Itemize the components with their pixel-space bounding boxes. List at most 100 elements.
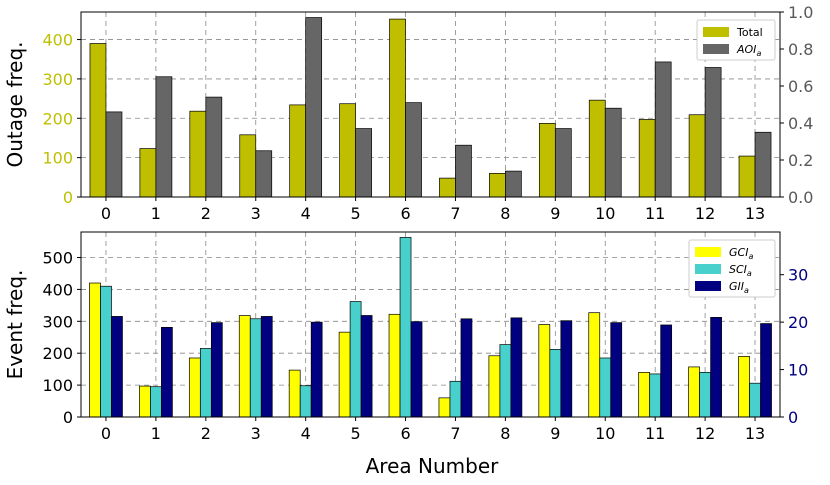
bar-sci-a	[549, 349, 562, 418]
bar-gci-a	[238, 315, 251, 418]
bar-gii-a	[111, 316, 123, 418]
x-tick-label: 9	[550, 424, 560, 443]
bar-gci-a	[638, 371, 651, 418]
legend-label: GCIa	[729, 246, 753, 261]
x-tick-label: 2	[201, 424, 211, 443]
bar-sci-a	[399, 237, 412, 418]
bar-gii-a	[260, 316, 273, 418]
bar-gii-a	[510, 317, 523, 418]
bar-gii-a	[710, 317, 722, 418]
bar-total	[289, 104, 307, 198]
bar-sci-a	[150, 386, 162, 418]
x-tick-label: 13	[745, 204, 765, 223]
x-tick-label: 9	[550, 204, 560, 223]
bar-gci-a	[538, 324, 551, 418]
x-tick-label: 2	[201, 204, 211, 223]
bar-gii-a	[660, 324, 673, 418]
y-axis-label: Outage freq.	[3, 41, 27, 167]
y2-tick-label: 20	[788, 313, 808, 332]
y2-tick-label: 0.0	[788, 188, 813, 207]
bar-aoi-a	[704, 67, 722, 198]
x-tick-label: 5	[351, 424, 361, 443]
bar-sci-a	[599, 357, 612, 418]
bar-gii-a	[610, 322, 623, 418]
bar-total	[389, 18, 406, 198]
y-axis-label: Event freq.	[3, 270, 27, 380]
bar-gci-a	[288, 369, 301, 418]
bar-sci-a	[449, 380, 462, 418]
bar-gii-a	[360, 315, 373, 418]
bar-total	[439, 177, 456, 198]
x-tick-label: 3	[251, 204, 261, 223]
bar-aoi-a	[205, 96, 223, 198]
x-tick-label: 7	[450, 204, 460, 223]
y2-tick-label: 10	[788, 361, 808, 380]
x-tick-label: 12	[695, 204, 715, 223]
bar-aoi-a	[255, 150, 273, 198]
x-axis-label: Area Number	[366, 454, 500, 478]
bar-sci-a	[100, 285, 112, 418]
x-tick-label: 10	[595, 424, 615, 443]
bar-gci-a	[139, 385, 151, 418]
bar-gci-a	[188, 357, 201, 418]
plot-frame	[80, 11, 781, 198]
bar-gci-a	[738, 356, 750, 418]
bar-total	[638, 119, 656, 198]
bar-sci-a	[749, 382, 761, 418]
bar-total	[339, 103, 356, 198]
y-tick-label: 100	[42, 376, 73, 395]
bar-sci-a	[249, 318, 262, 418]
bar-total	[688, 114, 706, 198]
x-tick-label: 4	[301, 424, 311, 443]
bar-gii-a	[210, 322, 223, 418]
x-tick-label: 1	[151, 424, 161, 443]
y2-tick-label: 0.8	[788, 40, 813, 59]
x-tick-label: 6	[400, 424, 410, 443]
y2-tick-label: 0	[788, 408, 798, 427]
bar-total	[239, 134, 257, 198]
bar-aoi-a	[155, 76, 173, 198]
y-tick-label: 300	[42, 312, 73, 331]
bar-aoi-a	[405, 102, 422, 198]
bar-aoi-a	[554, 128, 572, 198]
bar-gci-a	[488, 355, 501, 418]
bottom-panel: 0 1 2 3 4 5 6 7 8 9 10 11 12 130100200300400500010203…	[3, 231, 808, 443]
bar-aoi-a	[604, 107, 622, 198]
x-tick-label: 4	[301, 204, 311, 223]
bar-gci-a	[89, 282, 101, 418]
bar-sci-a	[699, 371, 711, 418]
y2-tick-label: 0.6	[788, 77, 813, 96]
bar-gii-a	[410, 321, 423, 418]
legend-swatch	[703, 44, 729, 54]
legend-swatch	[695, 281, 721, 291]
bar-aoi-a	[505, 170, 522, 198]
x-tick-label: 13	[745, 424, 765, 443]
y-tick-label: 0	[63, 408, 73, 427]
legend-label: AOIa	[736, 43, 761, 58]
bar-gii-a	[460, 318, 473, 418]
bar-aoi-a	[105, 111, 123, 198]
x-tick-label: 6	[400, 204, 410, 223]
legend-label: SCIa	[729, 263, 752, 278]
x-tick-label: 11	[645, 204, 665, 223]
y2-tick-label: 0.2	[788, 151, 813, 170]
bar-aoi-a	[305, 17, 323, 198]
bar-gci-a	[588, 312, 601, 418]
legend-swatch	[695, 247, 721, 257]
x-tick-label: 5	[351, 204, 361, 223]
bar-total	[139, 148, 157, 198]
bar-sci-a	[649, 373, 662, 418]
y2-tick-label: 1.0	[788, 3, 813, 22]
x-tick-label: 8	[500, 424, 510, 443]
bar-aoi-a	[355, 128, 372, 198]
bar-aoi-a	[654, 61, 672, 198]
plot-frame	[80, 231, 781, 418]
bar-sci-a	[299, 385, 312, 418]
y-tick-label: 400	[42, 280, 73, 299]
x-tick-label: 7	[450, 424, 460, 443]
x-tick-label: 10	[595, 204, 615, 223]
x-tick-label: 8	[500, 204, 510, 223]
y-tick-label: 0	[63, 188, 73, 207]
bar-gci-a	[338, 331, 351, 418]
